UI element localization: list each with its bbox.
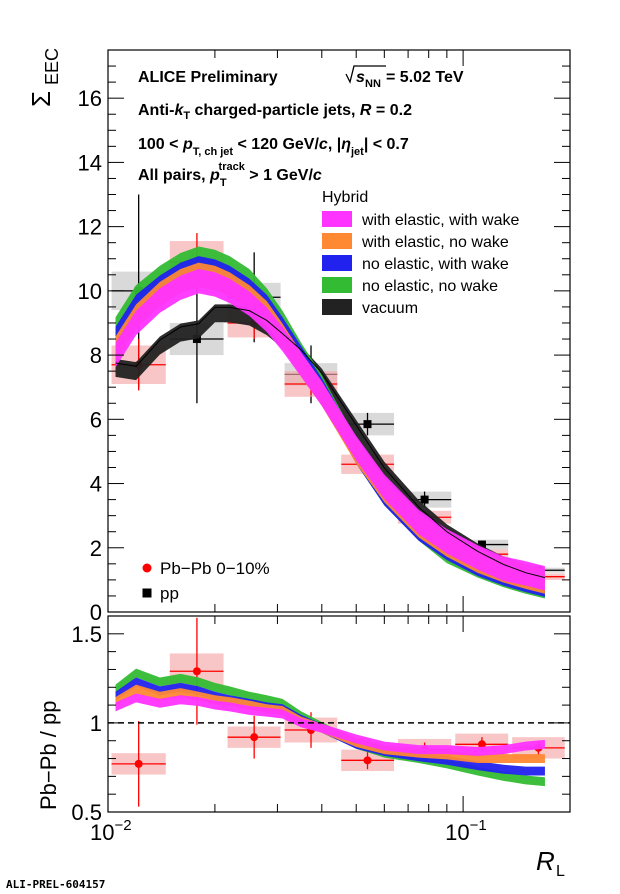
pp-point <box>477 540 486 549</box>
y-tick-label: 8 <box>90 343 102 368</box>
y-tick-label: 14 <box>78 150 102 175</box>
legend-swatch-2 <box>322 255 352 271</box>
legend-label-3: no elastic, no wake <box>362 278 498 295</box>
x-tick-label: 10−1 <box>445 817 487 845</box>
ratio-point <box>363 756 372 765</box>
legend-swatch-3 <box>322 277 352 293</box>
chart-header: ALICE Preliminary s NN = 5.02 TeV Anti-k… <box>138 65 464 189</box>
legend-swatch-1 <box>322 233 352 249</box>
vacuum-band <box>115 304 545 588</box>
pp-fit-line <box>115 306 546 579</box>
y-tick-label: 12 <box>78 215 102 240</box>
y-tick-label: 1.5 <box>71 622 102 647</box>
svg-text:R: R <box>536 846 555 876</box>
y-tick-label: 2 <box>90 536 102 561</box>
upper-panel: 0 2 4 6 8 10 12 14 16 <box>78 49 571 625</box>
svg-text:EEC: EEC <box>42 48 62 85</box>
svg-text:NN: NN <box>365 78 381 90</box>
sqrt-symbol <box>345 65 386 84</box>
header-line4: All pairs, pTtrack > 1 GeV/c <box>138 161 322 189</box>
pp-point <box>420 495 429 504</box>
header-line3: 100 < pT, ch jet < 120 GeV/c, |ηjet| < 0… <box>138 136 409 158</box>
legend-swatch-4 <box>322 299 352 315</box>
legend-label-1: with elastic, no wake <box>361 234 509 251</box>
x-axis-title: R L <box>536 846 565 880</box>
footer-label: ALI-PREL-604157 <box>6 878 105 891</box>
y-tick-label: 10 <box>78 279 102 304</box>
y-tick-label: 1 <box>90 711 102 736</box>
legend-pp-label: pp <box>160 584 179 603</box>
svg-text:Σ: Σ <box>26 91 56 107</box>
header-energy: s NN = 5.02 TeV <box>345 65 464 90</box>
data-legend: Pb−Pb 0−10% pp <box>142 559 270 603</box>
legend-label-2: no elastic, with wake <box>362 256 509 273</box>
svg-text:L: L <box>556 863 565 880</box>
ratio-point <box>477 740 486 749</box>
legend-label-4: vacuum <box>362 300 418 317</box>
svg-text:= 5.02 TeV: = 5.02 TeV <box>386 69 464 86</box>
y-tick-label: 0 <box>90 600 102 625</box>
pp-point <box>363 420 372 429</box>
ratio-point <box>250 733 259 742</box>
header-line1: ALICE Preliminary <box>138 69 278 86</box>
y-tick-label: 0.5 <box>71 800 102 825</box>
legend-pbpb-marker <box>142 563 152 573</box>
ratio-point <box>192 667 201 676</box>
lower-frame <box>107 615 571 813</box>
ratio-panel: 10−2 10−1 0.5 1 1.5 <box>71 615 571 845</box>
ratio-point <box>134 759 143 768</box>
legend-title: Hybrid <box>322 189 368 206</box>
upper-frame <box>107 49 571 613</box>
upper-y-title: Σ EEC <box>26 48 62 107</box>
x-tick-label: 10−2 <box>90 817 132 845</box>
y-tick-label: 4 <box>90 472 102 497</box>
svg-text:s: s <box>356 69 365 86</box>
y-tick-label: 16 <box>78 86 102 111</box>
legend-pp-marker <box>142 588 152 598</box>
legend-swatch-0 <box>322 211 352 227</box>
header-line2: Anti-kT charged-particle jets, R = 0.2 <box>138 102 412 122</box>
legend-pbpb-label: Pb−Pb 0−10% <box>160 559 270 578</box>
ratio-band-0 <box>115 693 545 756</box>
model-legend: Hybrid with elastic, with wake with elast… <box>322 189 519 317</box>
lower-y-title: Pb−Pb / pp <box>36 701 61 810</box>
legend-label-0: with elastic, with wake <box>361 212 519 229</box>
model-band-0 <box>115 269 545 591</box>
pp-point <box>192 335 201 344</box>
y-tick-label: 6 <box>90 407 102 432</box>
